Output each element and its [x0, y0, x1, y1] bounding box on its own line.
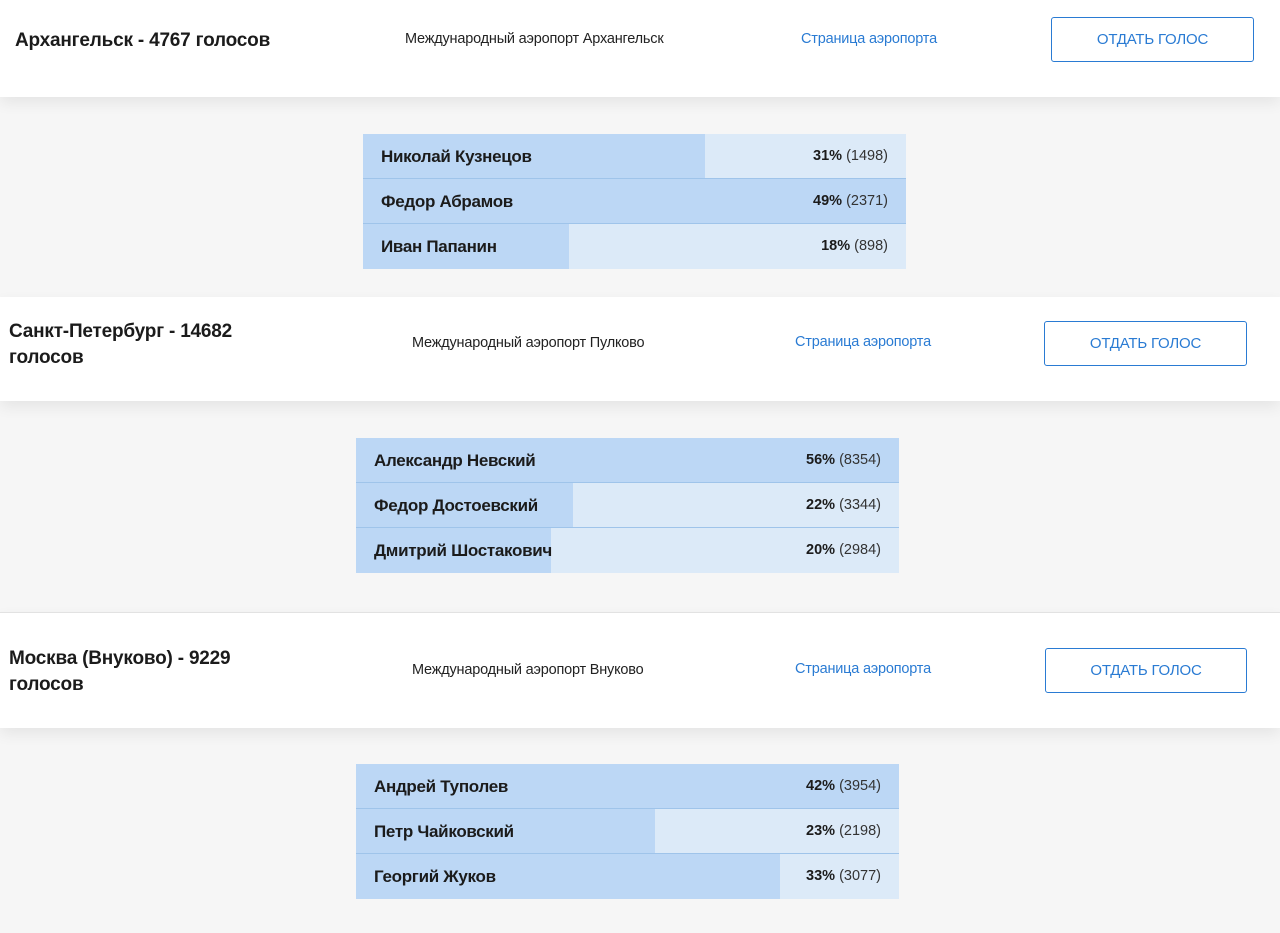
result-row: Федор Достоевский 22% (3344) — [356, 483, 899, 528]
candidate-votes: (8354) — [839, 452, 881, 468]
vote-button[interactable]: ОТДАТЬ ГОЛОС — [1045, 648, 1247, 693]
result-row: Георгий Жуков 33% (3077) — [356, 854, 899, 899]
candidate-result: 20% (2984) — [806, 528, 881, 573]
vote-share-bar — [356, 854, 780, 899]
city-title: Архангельск - 4767 голосов — [15, 30, 271, 51]
airport-name: Международный аэропорт Пулково — [412, 335, 645, 351]
candidate-result: 18% (898) — [821, 224, 888, 269]
results-table: Александр Невский 56% (8354) Федор Досто… — [356, 438, 899, 573]
candidate-percent: 31% — [813, 148, 843, 164]
candidate-percent: 49% — [813, 193, 843, 209]
candidate-percent: 23% — [806, 823, 836, 839]
candidate-name: Петр Чайковский — [374, 822, 514, 841]
result-row: Петр Чайковский 23% (2198) — [356, 809, 899, 854]
vote-share-bar — [356, 438, 899, 482]
airport-name: Международный аэропорт Архангельск — [405, 31, 664, 47]
result-row: Андрей Туполев 42% (3954) — [356, 764, 899, 809]
candidate-name: Федор Достоевский — [374, 496, 538, 515]
vote-button[interactable]: ОТДАТЬ ГОЛОС — [1051, 17, 1254, 62]
airport-name: Международный аэропорт Внуково — [412, 662, 644, 678]
result-row: Федор Абрамов 49% (2371) — [363, 179, 906, 224]
candidate-percent: 20% — [806, 542, 836, 558]
airport-page-link[interactable]: Страница аэропорта — [795, 661, 931, 677]
results-table: Андрей Туполев 42% (3954) Петр Чайковски… — [356, 764, 899, 899]
candidate-name: Георгий Жуков — [374, 867, 496, 886]
candidate-name: Андрей Туполев — [374, 777, 509, 796]
city-header: Санкт-Петербург - 14682 голосов Междунар… — [0, 297, 1280, 401]
city-title: Москва (Внуково) - 9229 голосов — [9, 648, 231, 695]
results-table: Николай Кузнецов 31% (1498) Федор Абрамо… — [363, 134, 906, 269]
vote-share-bar — [356, 483, 574, 527]
airport-page-link[interactable]: Страница аэропорта — [795, 334, 931, 350]
vote-share-bar — [363, 224, 570, 269]
candidate-name: Николай Кузнецов — [381, 147, 532, 166]
airport-page-link[interactable]: Страница аэропорта — [801, 31, 937, 47]
result-row: Александр Невский 56% (8354) — [356, 438, 899, 483]
candidate-votes: (898) — [854, 238, 888, 254]
vote-share-bar — [356, 528, 552, 573]
candidate-result: 33% (3077) — [806, 854, 881, 899]
candidate-percent: 18% — [821, 238, 851, 254]
candidate-name: Александр Невский — [374, 451, 536, 470]
candidate-votes: (3954) — [839, 778, 881, 794]
city-header: Архангельск - 4767 голосов Международный… — [0, 0, 1280, 97]
vote-share-bar — [363, 134, 706, 178]
candidate-votes: (2198) — [839, 823, 881, 839]
result-row: Дмитрий Шостакович 20% (2984) — [356, 528, 899, 573]
candidate-result: 22% (3344) — [806, 483, 881, 527]
candidate-result: 56% (8354) — [806, 438, 881, 482]
candidate-name: Дмитрий Шостакович — [374, 541, 552, 560]
candidate-result: 42% (3954) — [806, 764, 881, 808]
candidate-name: Федор Абрамов — [381, 192, 513, 211]
candidate-votes: (1498) — [846, 148, 888, 164]
vote-share-bar — [356, 809, 655, 853]
vote-share-bar — [356, 764, 899, 808]
city-header: Москва (Внуково) - 9229 голосов Междунар… — [0, 612, 1280, 728]
candidate-percent: 42% — [806, 778, 836, 794]
candidate-result: 23% (2198) — [806, 809, 881, 853]
candidate-votes: (3077) — [839, 868, 881, 884]
vote-button[interactable]: ОТДАТЬ ГОЛОС — [1044, 321, 1247, 366]
result-row: Иван Папанин 18% (898) — [363, 224, 906, 269]
candidate-result: 49% (2371) — [813, 179, 888, 223]
candidate-percent: 56% — [806, 452, 836, 468]
candidate-votes: (2984) — [839, 542, 881, 558]
candidate-votes: (2371) — [846, 193, 888, 209]
candidate-name: Иван Папанин — [381, 237, 497, 256]
city-title: Санкт-Петербург - 14682 голосов — [9, 321, 233, 368]
candidate-percent: 33% — [806, 868, 836, 884]
result-row: Николай Кузнецов 31% (1498) — [363, 134, 906, 179]
vote-share-bar — [363, 179, 906, 223]
candidate-result: 31% (1498) — [813, 134, 888, 178]
candidate-votes: (3344) — [839, 497, 881, 513]
candidate-percent: 22% — [806, 497, 836, 513]
